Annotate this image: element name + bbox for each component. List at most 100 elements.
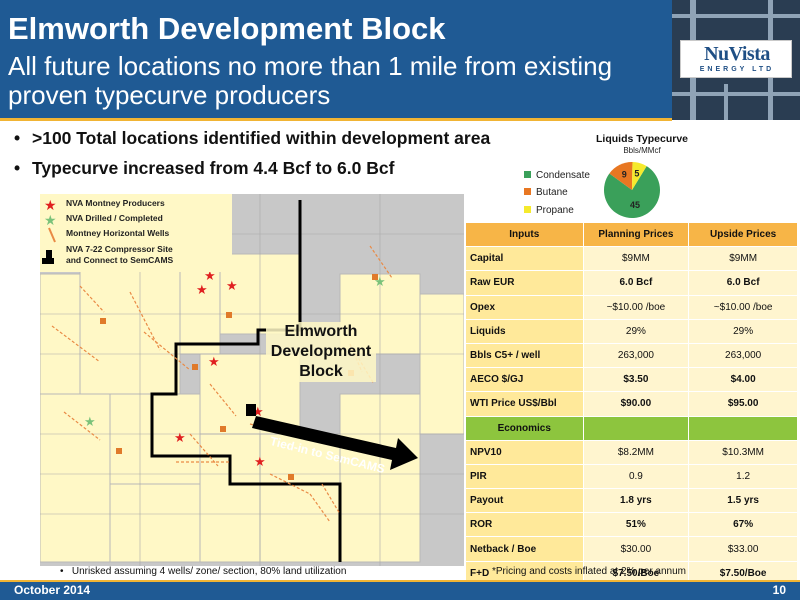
table-cell-label: WTI Price US$/Bbl <box>465 391 584 417</box>
table-row: Netback / Boe $30.00 $33.00 <box>465 536 798 562</box>
table-cell-planning: 263,000 <box>582 342 690 369</box>
development-map: ★ ★ ★ ★ ★ ★ ★ ★ ★ ★ ★ NVA Montney Produc… <box>40 194 464 566</box>
table-cell-planning: 51% <box>582 512 690 538</box>
table-row: Raw EUR 6.0 Bcf 6.0 Bcf <box>465 270 798 296</box>
drilled-star-icon: ★ <box>84 415 96 430</box>
economics-section-row: Economics <box>465 415 798 441</box>
producer-star-icon: ★ <box>208 355 220 370</box>
land-parcel <box>199 433 261 563</box>
legend-compressor: NVA 7-22 Compressor Site <box>66 244 173 254</box>
producer-star-icon: ★ <box>254 455 266 470</box>
table-cell-upside: 29% <box>688 318 798 344</box>
pie-title: Liquids Typecurve <box>596 133 688 145</box>
page-number: 10 <box>772 583 786 597</box>
table-cell-upside: 1.2 <box>688 463 798 490</box>
slide-subtitle: All future locations no more than 1 mile… <box>8 51 613 110</box>
land-parcel <box>259 433 341 563</box>
pie-legend-propane: Propane <box>524 205 574 216</box>
footnote-assumptions-text: Unrisked assuming 4 wells/ zone/ section… <box>71 566 347 577</box>
table-cell-upside: $95.00 <box>688 391 798 417</box>
tie-in-arrow <box>252 416 418 470</box>
table-cell-label: Payout <box>465 488 584 514</box>
table-cell-upside: 6.0 Bcf <box>688 270 798 296</box>
table-cell-planning: $30.00 <box>582 536 690 562</box>
table-cell-label: ROR <box>465 512 584 538</box>
compressor-site-icon <box>246 404 256 416</box>
land-parcel <box>40 273 81 395</box>
pie-slice-butane <box>609 162 633 190</box>
bullet-typecurve: • Typecurve increased from 4.4 Bcf to 6.0… <box>14 158 395 178</box>
land-parcel <box>109 483 201 563</box>
table-row: AECO $/GJ $3.50 $4.00 <box>465 367 798 393</box>
pie-legend-label: Propane <box>536 205 574 216</box>
horizontal-well <box>63 411 101 441</box>
table-cell-planning: 1.8 yrs <box>582 488 690 514</box>
producer-star-icon: ★ <box>196 283 208 298</box>
bullet-typecurve-text: Typecurve increased from 4.4 Bcf to 6.0 … <box>32 158 395 178</box>
table-cell-upside: $4.00 <box>688 367 798 393</box>
green-star-icon: ★ <box>44 213 57 229</box>
pie-legend-butane: Butane <box>524 187 568 198</box>
table-row: Liquids 29% 29% <box>465 318 798 344</box>
development-block-outline <box>150 200 342 562</box>
horizontal-well <box>369 245 393 279</box>
table-row: Bbls C5+ / well 263,000 263,000 <box>465 342 798 369</box>
header-planning: Planning Prices <box>582 221 690 248</box>
horizontal-well <box>79 285 105 313</box>
horizontal-well <box>51 325 101 363</box>
legend-horizontal-wells: Montney Horizontal Wells <box>66 228 170 238</box>
legend-swatch <box>524 171 531 178</box>
slide-header: Elmworth Development Block All future lo… <box>0 0 800 121</box>
header-inputs: Inputs <box>465 221 584 248</box>
pie-legend-condensate: Condensate <box>524 170 590 181</box>
logo-panel: NuVista ENERGY LTD <box>672 0 800 120</box>
well-site-marker <box>372 274 378 280</box>
table-cell-label: Raw EUR <box>465 270 584 296</box>
horizontal-well <box>209 383 237 417</box>
header-accent-stripe <box>0 118 672 121</box>
pie-legend-label: Butane <box>536 187 568 198</box>
legend-swatch <box>524 188 531 195</box>
producer-star-icon: ★ <box>204 269 216 284</box>
bullet-locations-text: >100 Total locations identified within d… <box>32 128 491 148</box>
pie-slice-condensate <box>604 166 660 218</box>
footer-accent-stripe <box>0 580 800 582</box>
table-cell-planning: 6.0 Bcf <box>582 270 690 296</box>
well-site-marker <box>226 312 232 318</box>
well-site-marker <box>220 426 226 432</box>
table-cell-planning: $8.2MM <box>582 439 690 465</box>
horizontal-well <box>309 493 331 523</box>
legend-producers: NVA Montney Producers <box>66 198 165 208</box>
block-label: Elmworth Development Block <box>266 322 376 382</box>
economics-section-cell <box>582 415 690 441</box>
pie-subtitle: Bbls/MMcf <box>623 146 661 155</box>
table-cell-label: Liquids <box>465 318 584 344</box>
table-cell-upside: ~$10.00 /boe <box>688 294 798 320</box>
block-label-line: Block <box>299 363 343 380</box>
horizontal-well <box>189 433 219 467</box>
table-row: Opex ~$10.00 /boe ~$10.00 /boe <box>465 294 798 320</box>
land-parcel <box>109 393 201 485</box>
slide-title: Elmworth Development Block <box>8 11 446 46</box>
table-cell-label: Opex <box>465 294 584 320</box>
well-site-marker <box>288 474 294 480</box>
header-upside: Upside Prices <box>688 221 798 248</box>
land-parcel <box>79 253 181 395</box>
table-cell-planning: $90.00 <box>582 391 690 417</box>
table-cell-label: NPV10 <box>465 439 584 465</box>
producer-star-icon: ★ <box>226 279 238 294</box>
liquids-pie-chart: 45 9 5 <box>604 162 660 218</box>
table-header-row: Inputs Planning Prices Upside Prices <box>465 221 798 248</box>
table-cell-upside: $33.00 <box>688 536 798 562</box>
table-cell-upside: 263,000 <box>688 342 798 369</box>
logo-name: NuVista <box>704 43 770 65</box>
table-cell-upside: $10.3MM <box>688 439 798 465</box>
table-cell-planning: 29% <box>582 318 690 344</box>
red-star-icon: ★ <box>44 198 57 214</box>
pie-slice-propane <box>632 162 647 190</box>
table-row: WTI Price US$/Bbl $90.00 $95.00 <box>465 391 798 417</box>
table-cell-planning: $3.50 <box>582 367 690 393</box>
legend-drilled: NVA Drilled / Completed <box>66 213 163 223</box>
table-cell-label: AECO $/GJ <box>465 367 584 393</box>
table-cell-label: PIR <box>465 463 584 490</box>
